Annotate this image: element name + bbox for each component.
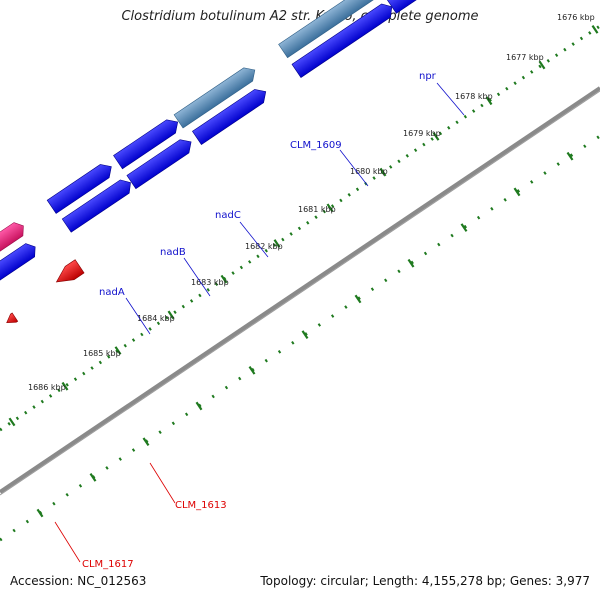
genome-backbone-shadow bbox=[0, 90, 600, 496]
major-ticks-inner bbox=[36, 151, 574, 518]
gene-label-nadb: nadB bbox=[160, 247, 186, 258]
tick-labels: 1676 kbp 1677 kbp 1678 kbp 1679 kbp 1680… bbox=[28, 13, 595, 392]
gene-arrow-nada bbox=[46, 164, 112, 214]
major-tick bbox=[301, 330, 309, 339]
major-tick bbox=[407, 258, 415, 268]
genome-backbone bbox=[0, 86, 600, 494]
reverse-arrow-clm1613 bbox=[55, 259, 85, 283]
tick-label-1682: 1682 kbp bbox=[245, 242, 283, 251]
major-ticks-outer bbox=[8, 25, 599, 427]
gene-label-clm1609: CLM_1609 bbox=[290, 140, 342, 151]
tick-label-1677: 1677 kbp bbox=[506, 53, 544, 62]
major-tick bbox=[167, 310, 175, 320]
major-tick bbox=[248, 365, 256, 375]
cds-arrow-4 bbox=[126, 139, 192, 190]
gene-labels: npr CLM_1609 nadC nadB nadA CLM_1613 CLM… bbox=[82, 71, 437, 570]
label-leaders bbox=[54, 82, 465, 563]
major-tick bbox=[513, 187, 521, 197]
cds-arrow-2 bbox=[291, 3, 393, 78]
gene-arrow-clm1609 bbox=[278, 0, 379, 59]
feature-tracks bbox=[0, 0, 481, 324]
tick-label-1680: 1680 kbp bbox=[350, 167, 388, 176]
reverse-arrow-clm1617 bbox=[6, 312, 19, 324]
tick-label-1681: 1681 kbp bbox=[298, 205, 336, 214]
inner-tick-ring bbox=[0, 134, 600, 542]
major-tick bbox=[326, 203, 334, 213]
major-tick bbox=[142, 437, 150, 447]
tick-label-1685: 1685 kbp bbox=[83, 349, 121, 358]
tick-label-1683: 1683 kbp bbox=[191, 278, 229, 287]
major-tick bbox=[538, 60, 546, 70]
major-tick bbox=[89, 473, 97, 482]
major-tick bbox=[273, 239, 281, 248]
major-tick bbox=[432, 132, 440, 141]
major-tick bbox=[354, 294, 362, 304]
major-tick bbox=[114, 346, 122, 355]
gene-label-nada: nadA bbox=[99, 287, 125, 298]
major-tick bbox=[61, 381, 69, 391]
tick-label-1679: 1679 kbp bbox=[403, 129, 441, 138]
gene-label-clm1613: CLM_1613 bbox=[175, 500, 227, 511]
cds-arrow-3 bbox=[192, 89, 267, 145]
gene-label-npr: npr bbox=[419, 71, 437, 82]
tick-label-1676: 1676 kbp bbox=[557, 13, 595, 22]
gene-label-clm1617: CLM_1617 bbox=[82, 559, 134, 570]
genome-summary-text: Topology: circular; Length: 4,155,278 bp… bbox=[260, 574, 590, 588]
cds-arrow-5 bbox=[61, 179, 131, 233]
gene-label-nadc: nadC bbox=[215, 210, 241, 221]
outer-tick-ring bbox=[0, 24, 600, 432]
major-tick bbox=[36, 508, 44, 518]
major-tick bbox=[485, 96, 493, 106]
tick-label-1678: 1678 kbp bbox=[455, 92, 493, 101]
major-tick bbox=[195, 401, 203, 411]
gene-arrow-nadb bbox=[113, 119, 179, 170]
cds-arrow-1 bbox=[386, 0, 481, 14]
major-tick bbox=[8, 417, 16, 427]
major-tick bbox=[566, 151, 574, 161]
major-tick bbox=[591, 25, 599, 34]
gene-arrow-nadc bbox=[173, 67, 256, 129]
major-tick bbox=[460, 223, 468, 232]
accession-text: Accession: NC_012563 bbox=[10, 574, 147, 588]
rna-feature-pink bbox=[0, 222, 24, 275]
tick-label-1686: 1686 kbp bbox=[28, 383, 66, 392]
cds-arrow-6 bbox=[0, 243, 36, 283]
major-tick bbox=[379, 167, 387, 177]
major-tick bbox=[220, 274, 228, 284]
tick-label-1684: 1684 kbp bbox=[137, 314, 175, 323]
